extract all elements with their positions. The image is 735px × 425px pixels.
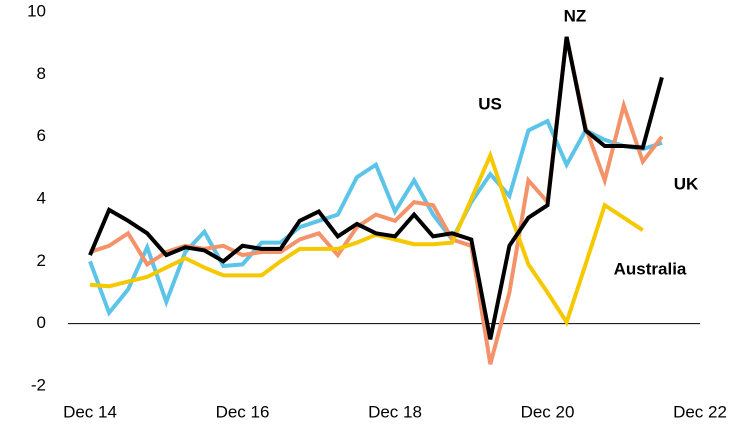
x-tick-label: Dec 16 [216,402,270,421]
series-label: UK [674,174,699,193]
x-tick-label: Dec 22 [673,402,727,421]
series-line [88,36,664,340]
y-tick-label: 6 [37,126,46,145]
y-tick-label: 10 [27,1,46,20]
x-tick-label: Dec 18 [368,402,422,421]
y-tick-label: -2 [31,375,46,394]
x-tick-label: Dec 14 [63,402,117,421]
series-line [89,149,644,327]
x-tick-label: Dec 20 [521,402,575,421]
series-label: NZ [564,6,587,25]
y-tick-label: 4 [37,188,46,207]
series-line [88,118,663,317]
series-label: US [478,94,502,113]
y-tick-label: 8 [37,64,46,83]
y-tick-label: 2 [37,251,46,270]
y-tick-label: 0 [37,313,46,332]
series-label: Australia [614,259,687,278]
